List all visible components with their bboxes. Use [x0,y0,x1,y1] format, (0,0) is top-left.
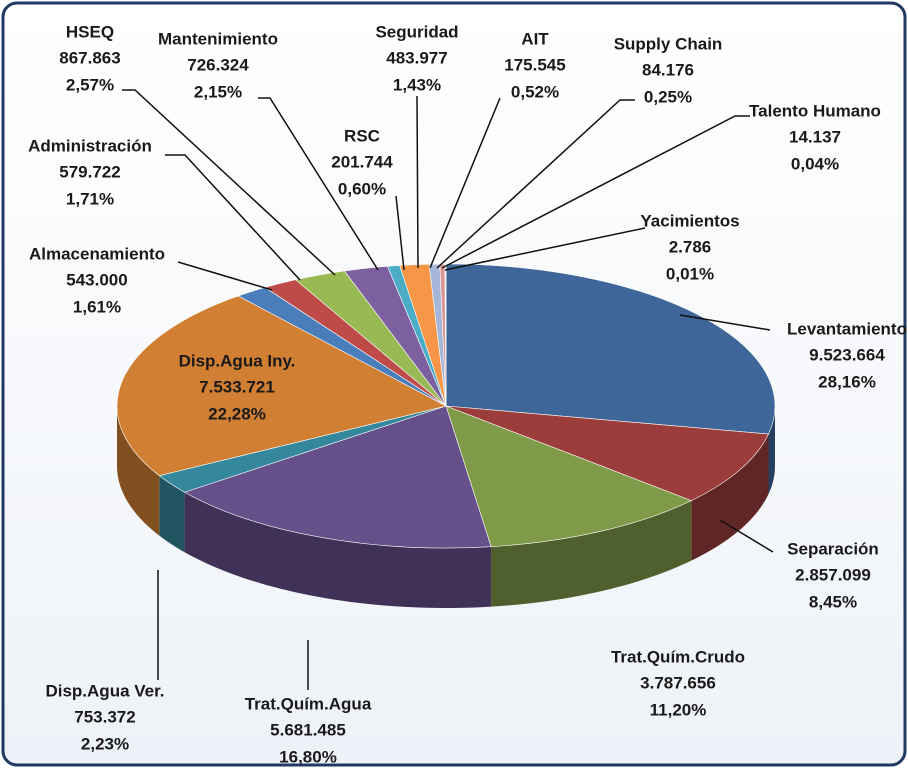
percentage-label: 2,23% [81,734,129,753]
value-label: 726.324 [187,55,249,74]
value-label: 2.857.099 [795,565,871,584]
pie-side [184,492,492,608]
category-label: Trat.Quím.Agua [245,694,372,713]
percentage-label: 0,25% [644,87,692,106]
percentage-label: 1,61% [73,297,121,316]
category-label: HSEQ [66,22,114,41]
percentage-label: 28,16% [818,372,876,391]
pie-slice [183,405,492,549]
leader-line [122,89,336,276]
percentage-label: 22,28% [208,404,266,423]
category-label: Disp.Agua Ver. [45,681,164,700]
leader-line [416,95,419,269]
pie-side [691,434,769,561]
percentage-label: 2,15% [194,82,242,101]
value-label: 3.787.656 [640,673,716,692]
leader-line [165,154,301,281]
category-label: Administración [28,136,152,155]
percentage-label: 2,57% [66,75,114,94]
leader-line [395,195,405,271]
category-label: Levantamiento [787,319,907,338]
category-label: RSC [344,126,380,145]
leader-line [436,99,635,269]
value-label: 14.137 [789,127,841,146]
leader-line [444,227,646,271]
percentage-label: 0,01% [666,264,714,283]
percentage-label: 1,43% [393,75,441,94]
category-label: AIT [521,29,549,48]
value-label: 84.176 [642,60,694,79]
pie-side [117,406,160,536]
value-label: 579.722 [59,162,120,181]
pie-side [768,406,775,495]
value-label: 543.000 [66,270,127,289]
leader-line [429,97,501,269]
percentage-label: 11,20% [650,700,707,719]
pie-side [491,500,692,607]
category-label: Yacimientos [640,211,739,230]
pie-slice [445,405,693,547]
percentage-label: 0,52% [511,82,559,101]
category-label: Disp.Agua Iny. [179,351,296,370]
category-label: Talento Humano [749,101,881,120]
pie-slice [445,405,769,501]
leader-line [679,314,771,331]
value-label: 9.523.664 [809,345,885,364]
value-label: 7.533.721 [199,377,275,396]
value-label: 753.372 [74,707,135,726]
percentage-label: 0,04% [791,154,839,173]
percentage-label: 1,71% [66,189,114,208]
value-label: 5.681.485 [270,720,346,739]
value-label: 2.786 [669,237,712,256]
category-label: Almacenamiento [29,244,165,263]
leader-line [177,261,273,291]
percentage-label: 16,80% [279,747,337,766]
category-label: Separación [787,539,879,558]
percentage-label: 8,45% [809,592,857,611]
category-label: Mantenimiento [158,29,278,48]
category-label: Seguridad [375,22,458,41]
category-label: Supply Chain [614,34,723,53]
pie-slice [445,263,776,435]
percentage-label: 0,60% [338,179,386,198]
leader-line [258,97,379,271]
value-label: 175.545 [504,55,565,74]
category-label: Trat.Quím.Crudo [611,647,745,666]
leader-line [441,115,750,269]
value-label: 867.863 [59,48,120,67]
leader-line [719,519,774,553]
pie-slice [116,295,447,476]
value-label: 483.977 [386,48,447,67]
value-label: 201.744 [331,152,393,171]
pie-side [159,475,185,553]
